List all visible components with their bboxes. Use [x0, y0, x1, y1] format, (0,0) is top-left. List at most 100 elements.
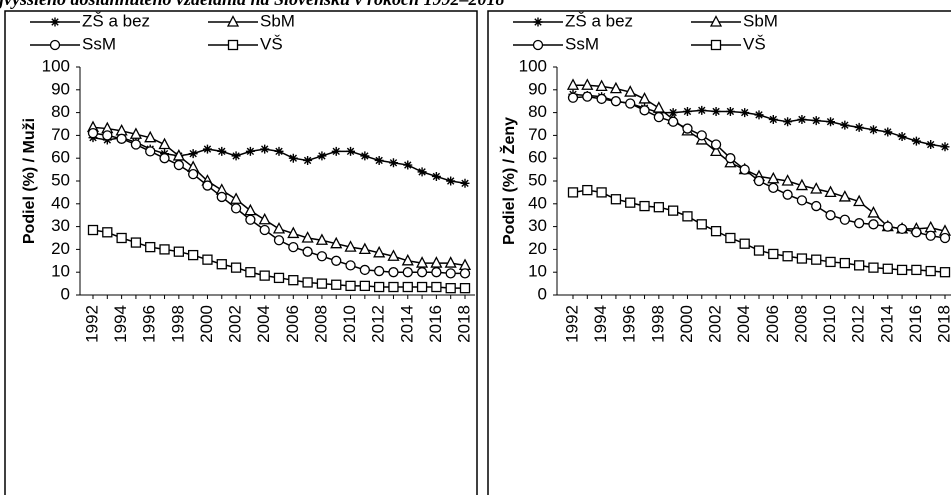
- data-point: [867, 206, 880, 218]
- y-tick-label: 60: [51, 148, 70, 167]
- data-point: [782, 251, 793, 262]
- data-point: [245, 146, 255, 156]
- data-point: [202, 144, 212, 154]
- data-point: [753, 245, 765, 256]
- data-point: [144, 130, 157, 143]
- chart-title: najvyššieho dosiahnutého vzdelania na Sl…: [0, 0, 505, 9]
- x-tick-label: 2002: [706, 305, 725, 343]
- data-point: [566, 78, 580, 90]
- y-tick-label: 80: [528, 102, 547, 121]
- data-point: [868, 262, 879, 273]
- data-point: [868, 125, 878, 135]
- data-point: [925, 230, 936, 241]
- data-point: [302, 246, 313, 257]
- data-point: [374, 265, 385, 277]
- y-tick-label: 40: [528, 193, 547, 212]
- data-point: [245, 267, 256, 278]
- legend-label: ZŠ a bez: [565, 11, 633, 30]
- data-point: [768, 248, 779, 260]
- legend-marker: [532, 39, 544, 51]
- data-point: [130, 237, 142, 248]
- data-point: [897, 132, 907, 142]
- y-tick-label: 30: [51, 216, 70, 235]
- x-tick-label: 2004: [254, 305, 273, 343]
- data-point: [896, 264, 908, 276]
- data-point: [926, 140, 936, 150]
- y-tick-label: 100: [519, 56, 547, 75]
- data-point: [331, 279, 342, 290]
- data-point: [303, 155, 313, 165]
- series-line: [92, 136, 466, 185]
- x-tick-label: 1996: [140, 305, 159, 343]
- data-point: [245, 214, 256, 225]
- data-point: [202, 180, 213, 191]
- data-point: [668, 205, 679, 216]
- data-point: [753, 175, 765, 187]
- data-point: [188, 149, 198, 159]
- data-point: [445, 268, 456, 279]
- data-point: [259, 224, 270, 236]
- panel-border: [487, 10, 951, 495]
- data-point: [315, 233, 328, 245]
- data-point: [287, 226, 300, 239]
- data-point: [145, 241, 156, 253]
- data-point: [274, 146, 284, 156]
- x-tick-label: 2010: [820, 305, 839, 343]
- data-point: [188, 249, 199, 261]
- data-point: [840, 120, 850, 130]
- data-point: [444, 256, 457, 268]
- y-tick-label: 70: [51, 125, 70, 144]
- legend-label: SbM: [260, 11, 295, 30]
- x-tick-label: 1998: [648, 305, 667, 343]
- data-point: [638, 92, 651, 104]
- panel-border: [4, 10, 478, 495]
- data-point: [273, 235, 285, 246]
- y-tick-label: 30: [528, 216, 547, 235]
- data-point: [596, 187, 607, 198]
- y-tick-label: 20: [528, 239, 547, 258]
- data-point: [359, 264, 370, 276]
- y-tick-label: 10: [528, 262, 547, 281]
- x-tick-label: 2016: [906, 305, 925, 343]
- data-point: [826, 117, 836, 127]
- data-point: [102, 227, 113, 238]
- data-point: [416, 281, 428, 293]
- y-tick-label: 0: [538, 284, 547, 303]
- data-point: [682, 106, 692, 116]
- data-point: [853, 194, 866, 207]
- data-point: [595, 79, 608, 92]
- data-point: [639, 105, 650, 116]
- data-point: [768, 114, 778, 124]
- data-point: [116, 133, 127, 144]
- data-point: [567, 92, 579, 103]
- data-point: [625, 197, 636, 208]
- data-point: [825, 210, 836, 221]
- data-point: [838, 190, 851, 202]
- data-point: [581, 78, 594, 90]
- data-point: [782, 189, 793, 200]
- data-point: [258, 212, 271, 225]
- data-point: [360, 151, 370, 161]
- data-point: [260, 144, 270, 154]
- data-point: [301, 231, 314, 243]
- x-tick-label: 1994: [591, 305, 610, 343]
- data-point: [459, 283, 471, 294]
- data-point: [87, 127, 99, 139]
- data-point: [911, 264, 922, 276]
- data-point: [403, 160, 413, 170]
- data-point: [188, 169, 199, 180]
- data-point: [345, 280, 356, 292]
- data-point: [868, 219, 879, 230]
- data-point: [417, 167, 427, 177]
- data-point: [625, 98, 636, 109]
- data-point: [582, 91, 593, 102]
- data-point: [797, 114, 807, 124]
- data-point: [388, 267, 399, 278]
- data-point: [87, 224, 99, 236]
- y-tick-label: 80: [51, 102, 70, 121]
- x-tick-label: 2008: [311, 305, 330, 343]
- data-point: [653, 202, 664, 213]
- data-point: [682, 211, 693, 222]
- data-point: [158, 137, 171, 150]
